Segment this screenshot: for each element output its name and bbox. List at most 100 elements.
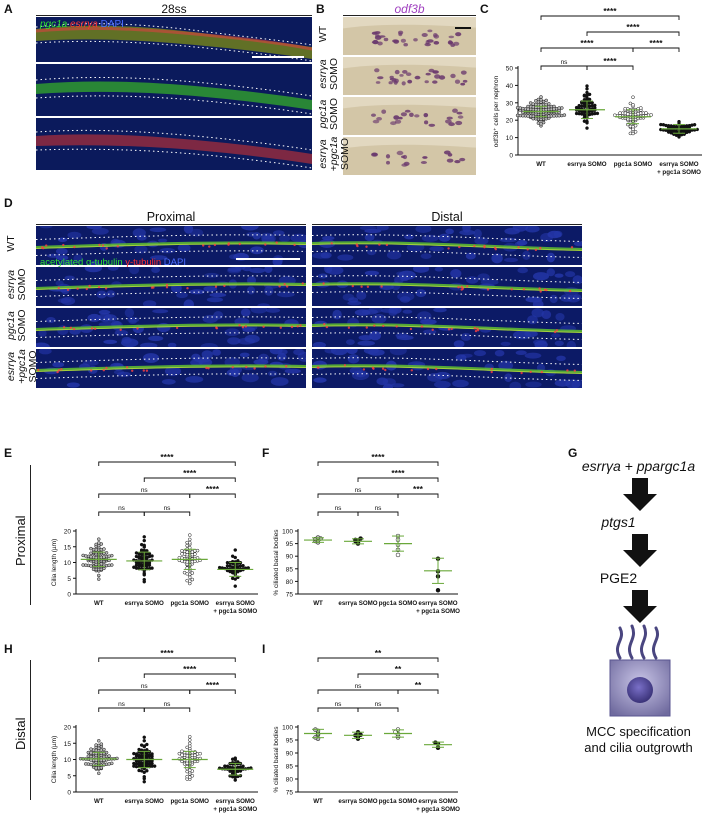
x-tick-label: pgc1a SOMO xyxy=(170,798,209,805)
y-tick-label: 50 xyxy=(506,66,514,73)
panel-label-c: C xyxy=(480,2,489,16)
data-point xyxy=(585,126,589,130)
y-axis-label: odf3b⁺ cells per nephron xyxy=(493,75,500,147)
data-point xyxy=(552,104,556,109)
data-point xyxy=(150,554,154,558)
x-tick-label: + pgc1a SOMO xyxy=(416,608,460,615)
y-tick-label: 5 xyxy=(67,773,71,780)
panel-b-row-label: esrrγa xyxy=(317,59,329,89)
panel-label-b: B xyxy=(316,2,325,16)
data-point xyxy=(217,565,222,570)
data-point xyxy=(613,113,617,117)
data-point xyxy=(225,560,230,565)
y-tick-label: 0 xyxy=(67,790,71,797)
x-tick-label: esrrγa SOMO xyxy=(567,161,606,168)
data-point xyxy=(659,122,663,127)
chart-i: 75 80 85 90 95 100% ciliated basal bodies WT es… xyxy=(273,648,460,813)
data-point xyxy=(233,756,237,760)
data-point xyxy=(585,84,589,88)
x-tick-label: WT xyxy=(536,161,546,168)
data-point xyxy=(142,779,146,784)
data-point xyxy=(180,549,184,553)
significance-bracket xyxy=(317,511,359,516)
row-label-distal: Distal xyxy=(13,717,28,750)
significance-bracket xyxy=(540,47,634,52)
significance-label: **** xyxy=(206,680,220,690)
data-point xyxy=(86,750,91,755)
data-point xyxy=(633,123,638,128)
significance-label: **** xyxy=(160,648,174,658)
legend-acetylated-tubulin: acetylated α-tubulin xyxy=(40,257,123,268)
significance-label: **** xyxy=(160,452,174,462)
significance-label: ns xyxy=(118,701,126,708)
panel-d-row-label: esrrγa xyxy=(5,351,17,382)
significance-bracket xyxy=(397,689,439,694)
micrograph-d-proximal xyxy=(36,226,306,265)
significance-bracket xyxy=(357,477,439,482)
micrograph-a-merged xyxy=(36,17,312,62)
y-tick-label: 20 xyxy=(64,529,72,536)
data-point xyxy=(81,553,85,558)
data-point xyxy=(139,548,144,552)
row-label-proximal: Proximal xyxy=(13,515,28,566)
y-tick-label: 80 xyxy=(286,579,294,586)
significance-label: **** xyxy=(626,22,640,32)
data-point xyxy=(193,750,197,754)
data-point xyxy=(574,105,579,110)
pathway-top: esrrγa + ppargc1a xyxy=(581,458,696,474)
y-tick-label: 10 xyxy=(64,757,72,764)
data-point xyxy=(104,750,109,755)
x-tick-label: esrrγa SOMO xyxy=(338,798,377,805)
data-point xyxy=(150,752,154,756)
panel-d-legend: acetylated α-tubulin γ-tubulin DAPI xyxy=(40,257,186,268)
significance-bracket xyxy=(317,461,439,466)
panel-d-row-label: SOMO xyxy=(16,309,28,342)
x-tick-label: esrrγa SOMO xyxy=(216,600,255,607)
data-point xyxy=(233,584,237,588)
data-point xyxy=(628,124,633,129)
x-tick-label: pgc1a SOMO xyxy=(170,600,209,607)
insitu-image xyxy=(343,17,476,55)
panel-b-row-label: SOMO xyxy=(328,57,340,91)
x-tick-label: + pgc1a SOMO xyxy=(657,169,701,176)
data-point xyxy=(89,747,93,751)
panel-label-f: F xyxy=(262,446,270,460)
x-tick-label: WT xyxy=(94,798,104,805)
panel-b-title-rule xyxy=(343,15,476,16)
data-point xyxy=(595,111,600,116)
panel-b-title: odf3b xyxy=(394,2,425,16)
significance-label: ns xyxy=(375,701,383,708)
significance-bracket xyxy=(540,65,588,70)
micrograph-d-proximal xyxy=(36,267,306,306)
significance-bracket xyxy=(143,707,191,712)
data-point xyxy=(515,105,520,110)
y-tick-label: 0 xyxy=(509,153,513,160)
data-point xyxy=(137,747,141,752)
data-point xyxy=(134,554,139,559)
significance-bracket xyxy=(143,511,191,516)
panel-b-row-label: pgc1a xyxy=(317,99,329,129)
data-point xyxy=(185,774,189,779)
legend-dapi: DAPI xyxy=(97,19,124,30)
data-point xyxy=(225,564,230,568)
y-tick-label: 20 xyxy=(506,118,514,125)
data-point xyxy=(623,106,627,111)
significance-bracket xyxy=(317,707,359,712)
data-point xyxy=(142,739,146,743)
pathway-outcome: MCC specification and cilia outgrowth xyxy=(566,724,711,757)
data-point xyxy=(104,551,109,555)
data-point xyxy=(628,131,633,136)
data-point xyxy=(132,761,136,766)
y-tick-label: 15 xyxy=(64,741,72,748)
data-point xyxy=(677,119,681,124)
y-tick-label: 40 xyxy=(506,83,514,90)
insitu-image xyxy=(343,137,476,175)
data-point xyxy=(692,122,697,127)
data-point xyxy=(188,741,192,746)
row-rule-distal xyxy=(30,660,31,800)
panel-d-row-label: SOMO xyxy=(27,350,39,383)
significance-label: **** xyxy=(391,468,405,478)
data-point xyxy=(649,113,653,117)
data-point xyxy=(142,538,146,543)
multiciliated-cell-icon xyxy=(609,624,671,717)
